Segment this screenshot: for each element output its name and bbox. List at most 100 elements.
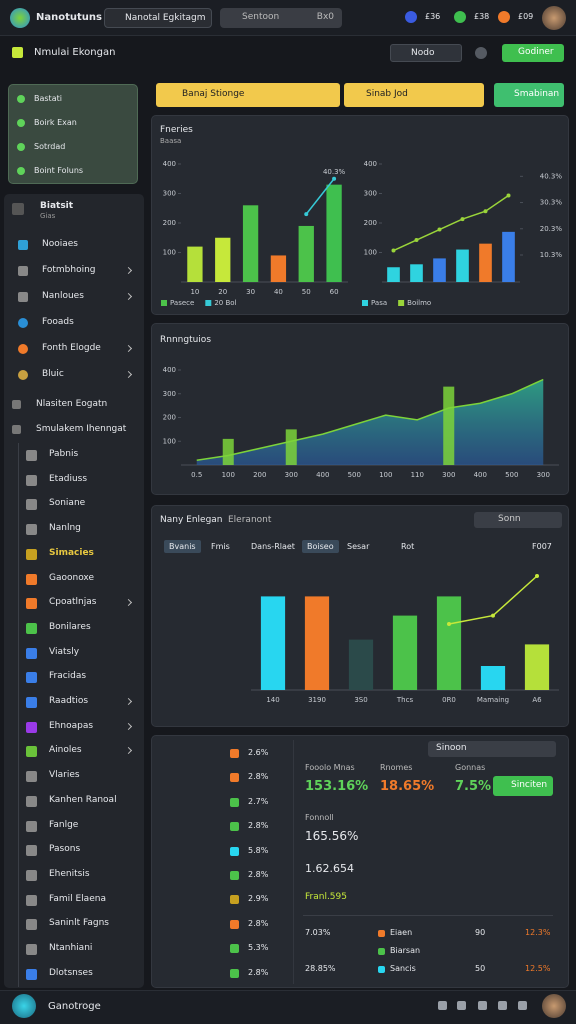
chart: 140 3190 3S0 Thcs 0R0 Mamaing A6 <box>251 574 559 704</box>
nav-rail <box>18 912 19 938</box>
y-tick-label: 200 <box>163 414 176 422</box>
stat-label: Rnomes <box>380 763 413 772</box>
nav-rail <box>18 813 19 839</box>
nav-subitem[interactable]: Pasons <box>49 844 81 855</box>
bar <box>285 429 297 465</box>
bar <box>392 615 418 690</box>
row-cell: 90 <box>475 928 486 937</box>
icon <box>26 820 37 832</box>
nav-group[interactable]: Smulakem Ihenngat <box>36 424 127 434</box>
icon <box>26 721 37 733</box>
nav-subitem[interactable]: Viatsly <box>49 646 80 657</box>
y2-tick-label: 20.3% <box>540 225 563 233</box>
nav-subitem[interactable]: Bonilares <box>49 621 91 632</box>
legend-label: Pasece <box>170 299 194 307</box>
nav-rail <box>18 665 19 691</box>
quick-item[interactable]: Sotrdad <box>34 142 66 151</box>
bar <box>215 237 231 282</box>
nav-subitem[interactable]: Ehnoapas <box>49 720 94 731</box>
icon <box>230 749 239 758</box>
nav-subitem[interactable]: Dlotsnses <box>49 967 93 978</box>
nav-subitem[interactable]: Ntanhiani <box>49 943 93 953</box>
x-tick-label: 0.5 <box>191 471 202 479</box>
nav-rail <box>18 443 19 468</box>
quick-item[interactable]: Boirk Exan <box>34 118 77 127</box>
nav-subitem[interactable]: Nanlng <box>49 523 81 534</box>
list-value: 2.8% <box>248 772 269 782</box>
nav-item[interactable]: Fonth Elogde <box>42 343 101 353</box>
badge: £36 <box>425 12 441 21</box>
icon <box>18 370 28 380</box>
icon <box>26 450 37 461</box>
tab[interactable]: Fmis <box>211 542 230 551</box>
nav-item[interactable]: Fotmbhoing <box>42 265 96 275</box>
nav-item[interactable]: Nanloues <box>42 291 84 301</box>
nav-rail <box>18 591 19 617</box>
tab[interactable]: F007 <box>532 542 552 551</box>
nav-subitem[interactable]: Simacies <box>49 547 94 558</box>
nav-subitem[interactable]: Raadtios <box>49 696 89 706</box>
nav-subitem[interactable]: Ainoles <box>49 745 82 756</box>
primary-button[interactable]: Godiner <box>502 44 564 62</box>
x-tick-label: 500 <box>505 471 518 479</box>
panel-select[interactable]: Sonn <box>474 512 562 528</box>
quick-item[interactable]: Bastati <box>34 94 62 103</box>
workspace-select[interactable]: Nanotal Egkitagm <box>104 8 212 28</box>
nav-rail <box>18 492 19 518</box>
icon <box>26 573 37 585</box>
bar <box>348 639 374 690</box>
icon <box>26 795 37 807</box>
nav-subitem[interactable]: Ehenitsis <box>49 868 90 879</box>
nav-subitem[interactable]: Fanlge <box>49 819 79 830</box>
nav-section: Biatsit <box>40 201 74 211</box>
panel-select-label: Sonn <box>498 514 521 524</box>
nav-subitem[interactable]: Gaoonoxe <box>49 572 95 583</box>
nav-subitem[interactable]: Saninlt Fagns <box>49 918 109 929</box>
filter-select[interactable]: Sinab Jod <box>344 83 484 107</box>
nav-item[interactable]: Bluic <box>42 369 64 379</box>
nav-subitem[interactable]: Pabnis <box>49 449 79 459</box>
nav-subitem[interactable]: Fracidas <box>49 671 87 682</box>
y-tick-label: 400 <box>364 160 377 168</box>
quick-item[interactable]: Boint Foluns <box>34 166 84 175</box>
nav-subitem[interactable]: Famil Elaena <box>49 893 106 904</box>
nav-rail <box>18 764 19 790</box>
y-tick-label: 100 <box>364 249 377 257</box>
stat-label: Gonnas <box>455 763 486 772</box>
icon <box>378 948 385 955</box>
nav-rail <box>18 862 19 888</box>
summary-select[interactable]: Sinoon <box>428 741 556 757</box>
icon <box>26 746 37 758</box>
nav-item[interactable]: Nooiaes <box>42 239 78 249</box>
icon <box>475 47 487 59</box>
line <box>305 178 335 215</box>
bar <box>270 255 287 282</box>
summary-button-label: Sinciten <box>511 780 548 790</box>
summary-button[interactable]: Sinciten <box>493 776 553 796</box>
filter-button[interactable]: Smabinan <box>494 83 564 107</box>
bar <box>480 666 506 690</box>
search-box[interactable]: Sentoon Bx0 <box>220 8 342 28</box>
panel-subtitle: Eleranont <box>228 515 272 525</box>
filter-select[interactable]: Banaj Stionge <box>156 83 340 107</box>
tab[interactable]: Dans-Rlaet <box>251 542 295 551</box>
tab[interactable]: Bvanis <box>164 540 201 553</box>
icon <box>18 318 28 328</box>
y-tick-label: 200 <box>163 219 176 227</box>
x-tick-label: Thcs <box>396 696 414 704</box>
legend-label: 20 Bol <box>214 299 236 307</box>
nav-subitem[interactable]: Cpoatlnjas <box>49 597 97 608</box>
nav-item[interactable]: Fooads <box>42 317 74 327</box>
nav-subitem[interactable]: Etadiuss <box>49 473 88 484</box>
workspace-label: Nanotal Egkitagm <box>125 13 206 23</box>
tab[interactable]: Boiseo <box>302 540 339 553</box>
nav-subitem[interactable]: Vlaries <box>49 770 80 781</box>
view-select[interactable]: Nodo <box>390 44 462 62</box>
tab[interactable]: Sesar <box>347 542 370 551</box>
nav-subitem[interactable]: Soniane <box>49 498 86 509</box>
tab[interactable]: Rot <box>401 542 415 551</box>
icon <box>17 119 25 127</box>
nav-subitem[interactable]: Kanhen Ranoal <box>49 794 117 805</box>
nav-group[interactable]: Nlasiten Eogatn <box>36 399 108 409</box>
